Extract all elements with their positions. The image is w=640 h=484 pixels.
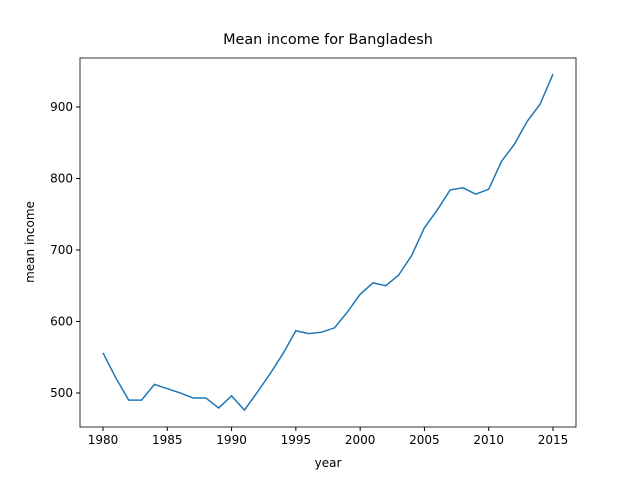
x-axis-label: year — [315, 456, 342, 470]
y-tick-label: 700 — [50, 243, 73, 257]
x-tick-label: 1980 — [88, 433, 119, 447]
x-tick-label: 2015 — [538, 433, 569, 447]
y-tick-label: 500 — [50, 386, 73, 400]
y-tick-label: 800 — [50, 171, 73, 185]
y-tick-label: 900 — [50, 100, 73, 114]
x-tick-label: 2000 — [345, 433, 376, 447]
x-tick-label: 1990 — [216, 433, 247, 447]
x-tick-label: 2005 — [409, 433, 440, 447]
x-tick-label: 1985 — [152, 433, 183, 447]
plot-frame — [79, 57, 577, 428]
chart-title: Mean income for Bangladesh — [223, 32, 433, 48]
data-line — [102, 73, 554, 412]
x-tick-label: 1995 — [281, 433, 312, 447]
y-tick-label: 600 — [50, 314, 73, 328]
y-axis-label: mean income — [23, 201, 37, 283]
x-tick-label: 2010 — [473, 433, 504, 447]
